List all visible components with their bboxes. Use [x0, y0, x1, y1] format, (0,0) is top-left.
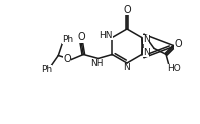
- Text: O: O: [63, 55, 71, 64]
- Text: NH: NH: [91, 59, 104, 68]
- Text: HO: HO: [167, 64, 181, 73]
- Text: O: O: [174, 39, 182, 49]
- Text: O: O: [123, 5, 131, 15]
- Text: Ph: Ph: [62, 35, 73, 44]
- Text: O: O: [77, 32, 85, 43]
- Text: Ph: Ph: [41, 65, 52, 74]
- Text: N: N: [143, 35, 149, 44]
- Text: N: N: [124, 63, 130, 73]
- Text: HN: HN: [100, 31, 113, 40]
- Text: N: N: [143, 48, 149, 57]
